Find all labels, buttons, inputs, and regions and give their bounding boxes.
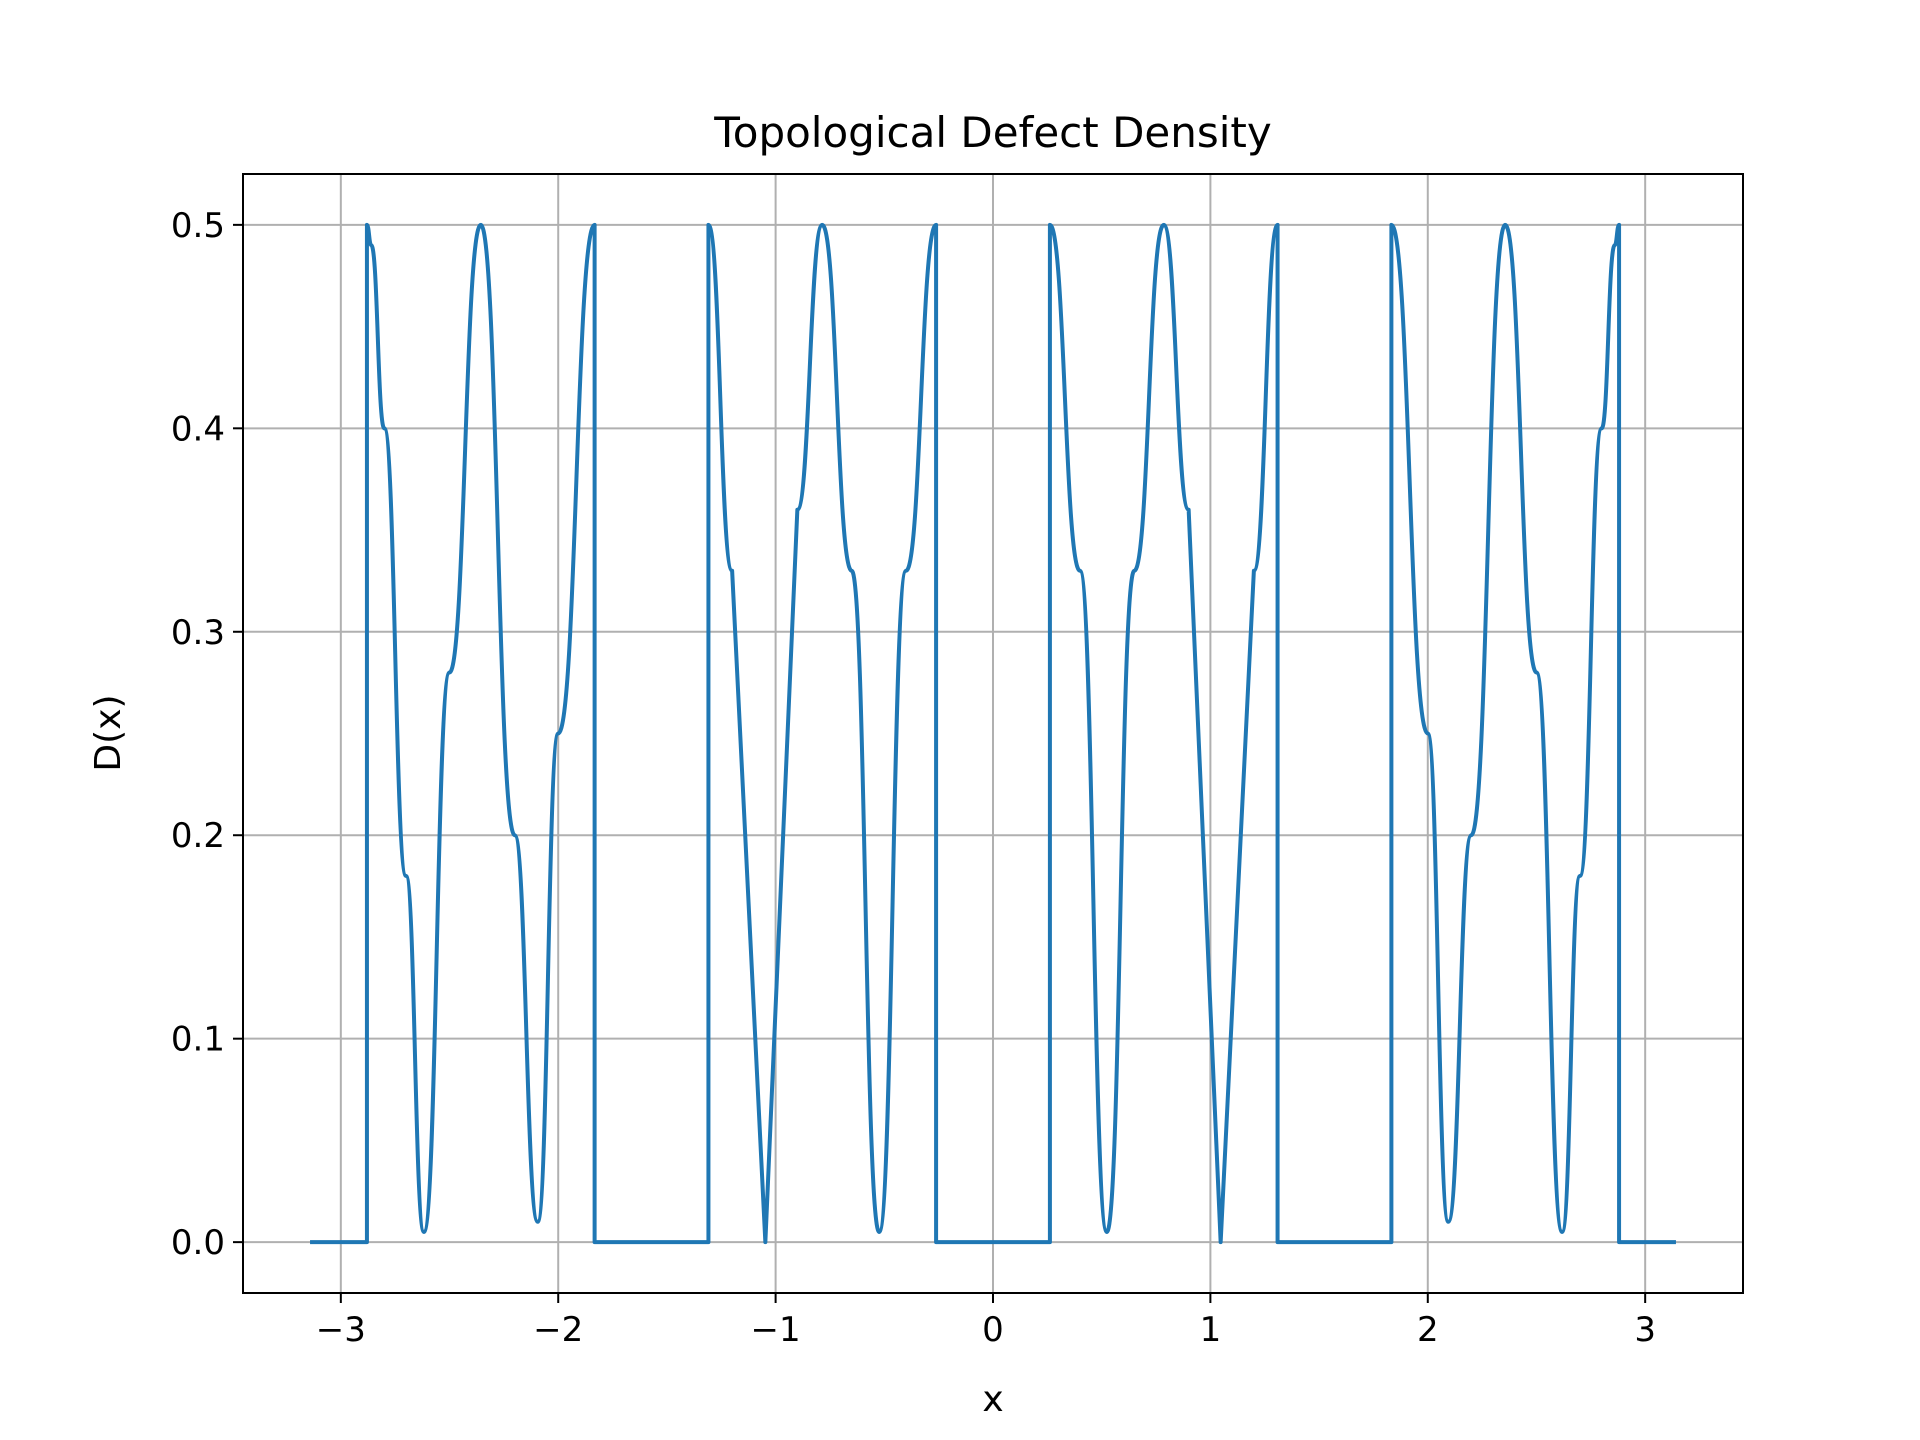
x-tick-label: −3	[316, 1310, 366, 1350]
x-tick-label: 2	[1417, 1310, 1439, 1350]
x-tick-label: 3	[1634, 1310, 1656, 1350]
x-axis-label: x	[982, 1379, 1003, 1420]
y-tick-label: 0.4	[171, 409, 225, 449]
y-tick-label: 0.2	[171, 816, 225, 856]
plot-area	[310, 222, 1676, 1245]
x-tick-label: −1	[751, 1310, 801, 1350]
y-tick-label: 0.3	[171, 613, 225, 653]
y-tick-label: 0.0	[171, 1223, 225, 1263]
series-line-0	[310, 222, 1676, 1245]
x-axis: −3 −2 −1 0 1 2 3	[316, 1293, 1656, 1350]
y-tick-label: 0.1	[171, 1020, 225, 1060]
x-tick-label: 1	[1200, 1310, 1222, 1350]
x-tick-label: −2	[533, 1310, 583, 1350]
y-axis: 0.0 0.1 0.2 0.3 0.4 0.5	[171, 206, 243, 1263]
y-tick-label: 0.5	[171, 206, 225, 246]
x-tick-label: 0	[982, 1310, 1004, 1350]
chart-title: Topological Defect Density	[713, 108, 1272, 157]
y-axis-label: D(x)	[88, 694, 129, 771]
